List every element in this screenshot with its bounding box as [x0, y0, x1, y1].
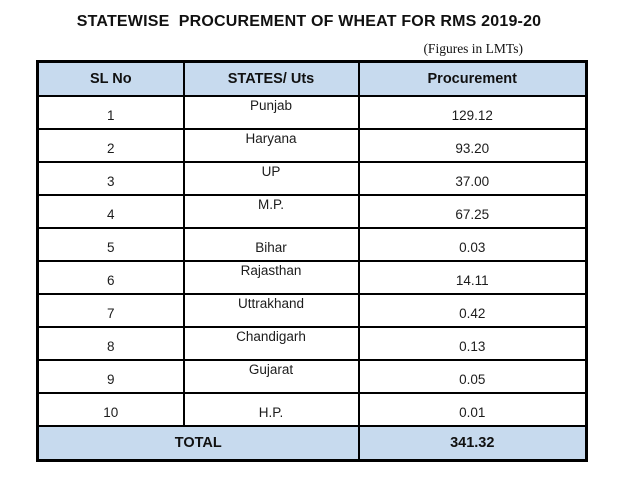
- sl-cell: 7: [36, 292, 185, 328]
- total-value-cell: 341.32: [357, 424, 588, 462]
- state-cell: UP: [182, 160, 360, 196]
- table-row: 6 Rajasthan 14.11: [36, 259, 588, 295]
- wheat-procurement-table: SL No STATES/ Uts Procurement 1 Punjab 1…: [36, 60, 588, 462]
- total-row: TOTAL 341.32: [36, 424, 588, 462]
- state-cell: Haryana: [182, 127, 360, 163]
- total-label-cell: TOTAL: [36, 424, 360, 462]
- sl-cell: 5: [36, 226, 185, 262]
- sl-cell: 9: [36, 358, 185, 394]
- table-row: 3 UP 37.00: [36, 160, 588, 196]
- table-row: 1 Punjab 129.12: [36, 94, 588, 130]
- value-cell: 0.42: [357, 292, 588, 328]
- value-cell: 37.00: [357, 160, 588, 196]
- unit-note-row: (Figures in LMTs): [36, 40, 585, 58]
- figures-unit-note: (Figures in LMTs): [423, 41, 523, 56]
- sl-cell: 10: [36, 391, 185, 427]
- state-cell: Gujarat: [182, 358, 360, 394]
- state-cell: Punjab: [182, 94, 360, 130]
- sl-cell: 4: [36, 193, 185, 229]
- value-cell: 93.20: [357, 127, 588, 163]
- sl-cell: 2: [36, 127, 185, 163]
- column-header-states-uts: STATES/ Uts: [182, 60, 360, 97]
- sl-cell: 6: [36, 259, 185, 295]
- state-cell: Rajasthan: [182, 259, 360, 295]
- state-cell: Uttrakhand: [182, 292, 360, 328]
- table-row: 10 H.P. 0.01: [36, 391, 588, 427]
- table-row: 5 Bihar 0.03: [36, 226, 588, 262]
- table-row: 8 Chandigarh 0.13: [36, 325, 588, 361]
- sl-cell: 8: [36, 325, 185, 361]
- column-header-sl-no: SL No: [36, 60, 185, 97]
- value-cell: 0.03: [357, 226, 588, 262]
- sl-cell: 3: [36, 160, 185, 196]
- state-cell: Chandigarh: [182, 325, 360, 361]
- value-cell: 0.13: [357, 325, 588, 361]
- value-cell: 0.01: [357, 391, 588, 427]
- table-header-row: SL No STATES/ Uts Procurement: [36, 60, 588, 97]
- value-cell: 67.25: [357, 193, 588, 229]
- table-row: 4 M.P. 67.25: [36, 193, 588, 229]
- sl-cell: 1: [36, 94, 185, 130]
- value-cell: 129.12: [357, 94, 588, 130]
- state-cell: H.P.: [182, 391, 360, 427]
- table-row: 7 Uttrakhand 0.42: [36, 292, 588, 328]
- value-cell: 14.11: [357, 259, 588, 295]
- page-title: STATEWISE PROCUREMENT OF WHEAT FOR RMS 2…: [76, 13, 542, 30]
- value-cell: 0.05: [357, 358, 588, 394]
- table-row: 9 Gujarat 0.05: [36, 358, 588, 394]
- state-cell: Bihar: [182, 226, 360, 262]
- state-cell: M.P.: [182, 193, 360, 229]
- table-row: 2 Haryana 93.20: [36, 127, 588, 163]
- column-header-procurement: Procurement: [357, 60, 588, 97]
